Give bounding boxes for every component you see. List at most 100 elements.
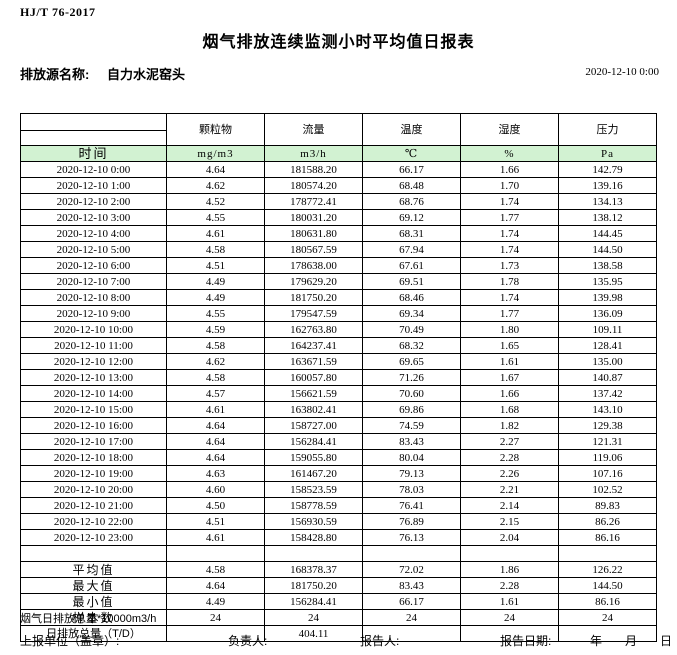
cell-flow: 163802.41 (264, 401, 363, 418)
summary-cell-pressure: 144.50 (558, 577, 657, 594)
cell-humidity: 2.14 (460, 497, 559, 514)
cell-humidity: 1.67 (460, 369, 559, 386)
cell-pm: 4.63 (166, 465, 265, 482)
cell-time: 2020-12-10 19:00 (20, 465, 167, 482)
cell-pressure: 144.50 (558, 241, 657, 258)
cell-pressure: 86.16 (558, 529, 657, 546)
cell-temp: 68.76 (362, 193, 461, 210)
summary-label: 最大值 (20, 577, 167, 594)
cell-humidity: 2.04 (460, 529, 559, 546)
table-row: 2020-12-10 1:00 4.62 180574.20 68.48 1.70 139… (20, 177, 657, 194)
summary-cell-flow: 24 (264, 609, 363, 626)
cell-pressure: 109.11 (558, 321, 657, 338)
header-corner-cell (20, 113, 167, 146)
cell-humidity: 1.77 (460, 305, 559, 322)
cell-temp: 69.34 (362, 305, 461, 322)
cell-pressure: 135.00 (558, 353, 657, 370)
emission-source-name: 自力水泥窑头 (106, 67, 185, 82)
cell-time: 2020-12-10 7:00 (20, 273, 167, 290)
summary-label: 日排放总量（T/D） (20, 625, 167, 642)
table-body: 颗粒物 流量 温度 湿度 压力 时间 mg/m3 m3/h ℃ % Pa 202… (20, 113, 657, 642)
summary-row: 最小值 4.49 156284.41 66.17 1.61 86.16 (20, 593, 657, 610)
reporter-label: 报告人: (360, 634, 400, 648)
cell-flow: 181750.20 (264, 289, 363, 306)
summary-cell-flow: 168378.37 (264, 561, 363, 578)
cell-flow: 162763.80 (264, 321, 363, 338)
page-title: 烟气排放连续监测小时平均值日报表 (202, 34, 475, 51)
cell-humidity: 1.74 (460, 289, 559, 306)
day-label: 日 (660, 634, 673, 648)
summary-cell-pm: 4.58 (166, 561, 265, 578)
cell-humidity: 1.74 (460, 225, 559, 242)
blank-cell (558, 545, 657, 562)
table-row: 2020-12-10 3:00 4.55 180031.20 69.12 1.77 138… (20, 209, 657, 226)
cell-humidity: 1.68 (460, 401, 559, 418)
table-row: 2020-12-10 18:00 4.64 159055.80 80.04 2.28 11… (20, 449, 657, 466)
unit-temp: ℃ (362, 145, 461, 162)
cell-time: 2020-12-10 22:00 (20, 513, 167, 530)
table-row: 2020-12-10 19:00 4.63 161467.20 79.13 2.26 10… (20, 465, 657, 482)
summary-cell-humidity: 1.61 (460, 593, 559, 610)
cell-pressure: 139.16 (558, 177, 657, 194)
cell-pm: 4.61 (166, 401, 265, 418)
cell-pm: 4.59 (166, 321, 265, 338)
table-row: 2020-12-10 22:00 4.51 156930.59 76.89 2.15 86… (20, 513, 657, 530)
table-row: 2020-12-10 7:00 4.49 179629.20 69.51 1.78 135… (20, 273, 657, 290)
cell-humidity: 2.26 (460, 465, 559, 482)
cell-flow: 180631.80 (264, 225, 363, 242)
cell-pm: 4.64 (166, 161, 265, 178)
cell-flow: 178772.41 (264, 193, 363, 210)
cell-humidity: 1.70 (460, 177, 559, 194)
blank-cell (20, 545, 167, 562)
cell-flow: 158727.00 (264, 417, 363, 434)
cell-pressure: 138.12 (558, 209, 657, 226)
unit-flow: m3/h (264, 145, 363, 162)
hourly-average-table: 颗粒物 流量 温度 湿度 压力 时间 mg/m3 m3/h ℃ % Pa 202… (20, 113, 657, 642)
cell-pressure: 140.87 (558, 369, 657, 386)
cell-time: 2020-12-10 9:00 (20, 305, 167, 322)
year-label: 年 (590, 634, 603, 648)
cell-time: 2020-12-10 6:00 (20, 257, 167, 274)
cell-pm: 4.49 (166, 273, 265, 290)
cell-humidity: 2.21 (460, 481, 559, 498)
cell-flow: 179547.59 (264, 305, 363, 322)
cell-pressure: 86.26 (558, 513, 657, 530)
table-row: 2020-12-10 8:00 4.49 181750.20 68.46 1.74 139… (20, 289, 657, 306)
cell-time: 2020-12-10 15:00 (20, 401, 167, 418)
cell-flow: 178638.00 (264, 257, 363, 274)
table-row: 2020-12-10 17:00 4.64 156284.41 83.43 2.27 12… (20, 433, 657, 450)
cell-time: 2020-12-10 23:00 (20, 529, 167, 546)
cell-temp: 69.65 (362, 353, 461, 370)
cell-humidity: 1.77 (460, 209, 559, 226)
cell-time: 2020-12-10 14:00 (20, 385, 167, 402)
cell-temp: 67.94 (362, 241, 461, 258)
cell-flow: 159055.80 (264, 449, 363, 466)
unit-time: 时间 (20, 145, 167, 162)
summary-row: 最大值 4.64 181750.20 83.43 2.28 144.50 (20, 577, 657, 594)
summary-cell-pm: 4.64 (166, 577, 265, 594)
cell-pm: 4.57 (166, 385, 265, 402)
cell-flow: 156621.59 (264, 385, 363, 402)
cell-time: 2020-12-10 21:00 (20, 497, 167, 514)
blank-cell (460, 545, 559, 562)
cell-flow: 161467.20 (264, 465, 363, 482)
cell-flow: 163671.59 (264, 353, 363, 370)
cell-pm: 4.52 (166, 193, 265, 210)
emission-source-line: 排放源名称: 自力水泥窑头 (20, 64, 185, 83)
signature-row: 上报单位（盖章）: 负责人: 报告人: 报告日期: 年 月 日 (20, 632, 673, 652)
cell-temp: 68.32 (362, 337, 461, 354)
cell-time: 2020-12-10 3:00 (20, 209, 167, 226)
table-row: 2020-12-10 21:00 4.50 158778.59 76.41 2.14 89… (20, 497, 657, 514)
header-flow: 流量 (264, 113, 363, 146)
table-row: 2020-12-10 14:00 4.57 156621.59 70.60 1.66 13… (20, 385, 657, 402)
cell-humidity: 1.78 (460, 273, 559, 290)
summary-cell-pm: 24 (166, 609, 265, 626)
cell-pm: 4.55 (166, 209, 265, 226)
summary-cell-pressure: 86.16 (558, 593, 657, 610)
cell-flow: 180574.20 (264, 177, 363, 194)
cell-pm: 4.51 (166, 257, 265, 274)
cell-pm: 4.60 (166, 481, 265, 498)
cell-pressure: 138.58 (558, 257, 657, 274)
cell-humidity: 1.65 (460, 337, 559, 354)
chief-label: 负责人: (228, 634, 268, 648)
